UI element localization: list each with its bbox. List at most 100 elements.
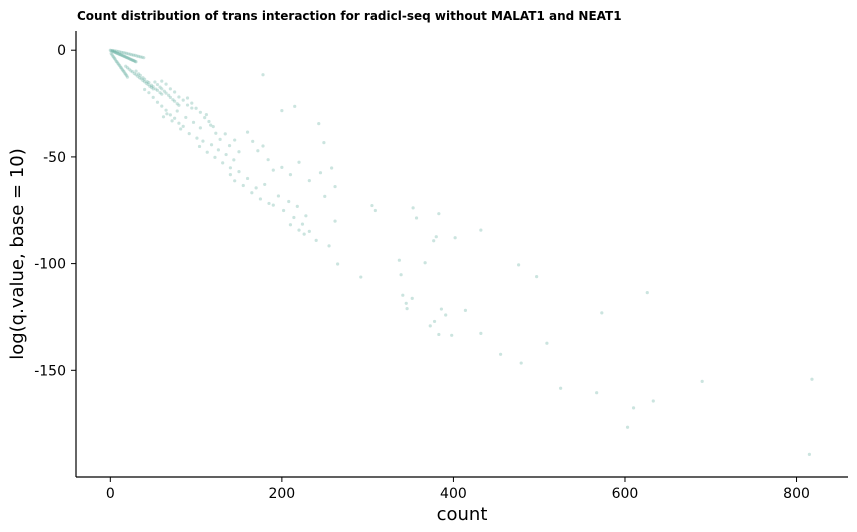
- data-point: [203, 116, 207, 120]
- data-point: [158, 91, 162, 95]
- data-point: [162, 89, 166, 93]
- data-point: [197, 144, 202, 149]
- data-point: [112, 50, 116, 54]
- data-point: [399, 273, 403, 277]
- data-point: [600, 311, 604, 315]
- data-point: [330, 166, 334, 170]
- data-point: [160, 104, 164, 108]
- data-point: [266, 158, 270, 162]
- data-point: [359, 275, 363, 279]
- data-point: [138, 73, 142, 77]
- data-point: [405, 307, 409, 311]
- data-point: [205, 150, 209, 154]
- data-point: [155, 100, 160, 104]
- data-point: [263, 182, 267, 187]
- data-point: [133, 53, 137, 57]
- data-point: [370, 203, 374, 208]
- data-point: [414, 216, 419, 220]
- data-point: [125, 51, 129, 56]
- data-point: [116, 49, 120, 54]
- data-point: [175, 109, 179, 113]
- data-point: [125, 75, 130, 79]
- data-point: [232, 158, 236, 162]
- data-point: [207, 119, 211, 124]
- data-point: [201, 139, 205, 143]
- data-point: [140, 55, 144, 59]
- data-point: [115, 60, 119, 64]
- data-point: [411, 206, 415, 210]
- data-point: [227, 143, 232, 148]
- data-point: [111, 49, 115, 53]
- data-point: [164, 82, 168, 86]
- data-point: [143, 77, 147, 81]
- data-point: [307, 229, 311, 233]
- data-point: [127, 56, 131, 61]
- data-point: [271, 203, 275, 207]
- data-point: [209, 143, 214, 147]
- data-point: [432, 319, 437, 324]
- data-point: [404, 301, 408, 305]
- data-point: [131, 58, 135, 62]
- data-point: [237, 150, 241, 154]
- data-point: [295, 204, 299, 209]
- data-point: [149, 83, 154, 87]
- data-point: [307, 178, 311, 183]
- data-point: [216, 148, 220, 152]
- x-tick-label: 600: [612, 486, 639, 502]
- data-point: [129, 57, 133, 61]
- y-tick-label: -100: [34, 257, 66, 273]
- data-point: [137, 54, 141, 58]
- data-point: [304, 214, 308, 218]
- data-point: [517, 263, 521, 267]
- x-tick-label: 400: [440, 486, 467, 502]
- data-point: [810, 377, 814, 381]
- data-point: [218, 137, 222, 142]
- data-point: [145, 79, 149, 84]
- data-point: [155, 82, 160, 87]
- data-point: [428, 324, 432, 328]
- data-point: [143, 80, 147, 84]
- data-point: [134, 60, 138, 64]
- data-point: [120, 53, 124, 58]
- data-point: [177, 103, 181, 107]
- data-point: [125, 74, 129, 78]
- data-point: [519, 361, 523, 365]
- data-point: [129, 69, 133, 73]
- scatter-points: [108, 48, 814, 456]
- data-point: [187, 132, 191, 136]
- data-point: [292, 215, 296, 220]
- data-point: [127, 67, 131, 71]
- data-point: [221, 161, 225, 165]
- data-point: [181, 124, 185, 128]
- data-point: [228, 166, 232, 170]
- data-point: [314, 238, 318, 242]
- data-point: [559, 386, 563, 390]
- y-tick-label: -50: [43, 150, 66, 166]
- data-point: [432, 239, 436, 243]
- data-point: [204, 113, 208, 117]
- data-point: [110, 53, 114, 57]
- data-point: [144, 81, 148, 85]
- data-point: [280, 165, 284, 169]
- data-point: [281, 208, 286, 213]
- y-tick-label: 0: [57, 43, 66, 59]
- data-point: [276, 194, 281, 198]
- data-point: [271, 168, 275, 172]
- data-point: [198, 126, 202, 130]
- data-point: [123, 71, 127, 75]
- data-point: [126, 56, 130, 60]
- data-point: [258, 197, 263, 201]
- data-point: [463, 308, 468, 312]
- data-point: [245, 176, 250, 181]
- data-point: [141, 76, 145, 80]
- data-point: [170, 119, 174, 123]
- data-point: [134, 69, 138, 73]
- data-point: [184, 115, 188, 120]
- y-tick-label: -150: [34, 363, 66, 379]
- data-point: [136, 74, 140, 78]
- data-point: [113, 49, 117, 53]
- data-point: [114, 59, 118, 63]
- data-point: [479, 228, 483, 232]
- x-axis-ticks: 0 200 400 600 800: [106, 477, 810, 502]
- data-point: [164, 91, 168, 95]
